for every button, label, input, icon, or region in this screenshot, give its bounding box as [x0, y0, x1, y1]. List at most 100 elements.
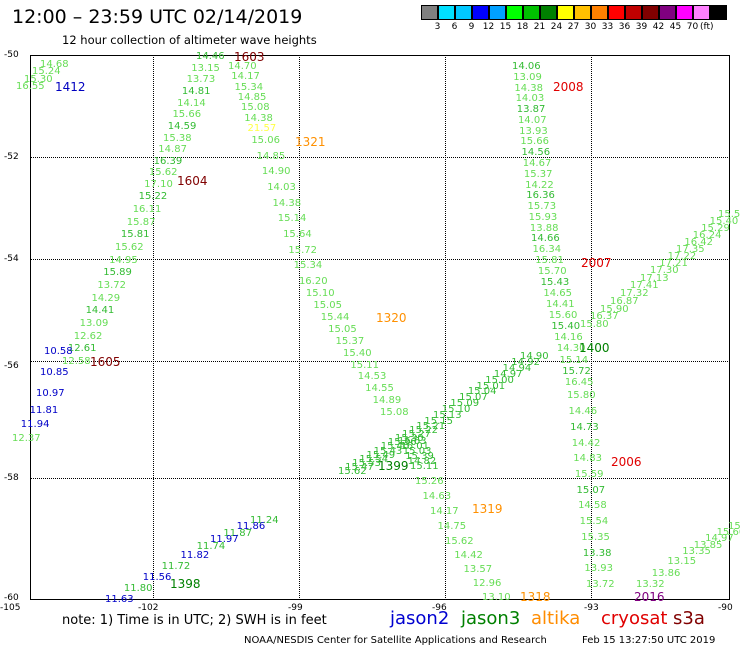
wave-height-value: 15.43 [540, 277, 570, 289]
pass-label: 1398 [170, 577, 201, 591]
legend-unit: (ft) [700, 22, 714, 32]
legend-swatch [659, 5, 676, 20]
grid-line-vertical [299, 55, 300, 600]
wave-height-value: 13.88 [529, 222, 559, 234]
wave-height-value: 14.85 [256, 150, 286, 162]
grid-line-vertical [153, 55, 154, 600]
legend-label: 9 [468, 22, 475, 32]
legend-swatch [421, 5, 438, 20]
wave-height-value: 11.81 [29, 405, 59, 416]
wave-height-value: 14.30 [556, 343, 586, 355]
legend-label: 18 [516, 22, 529, 32]
wave-height-value: 10.85 [40, 366, 69, 378]
wave-height-value: 15.40 [342, 347, 372, 359]
wave-height-value: 14.42 [454, 550, 483, 561]
wave-height-value: 13.15 [667, 556, 697, 568]
wave-height-value: 14.07 [517, 114, 547, 126]
wave-height-value: 15.13 [433, 410, 462, 422]
wave-height-value: 15.22 [409, 425, 438, 437]
wave-height-value: 15.36 [387, 437, 417, 449]
wave-height-value: 16.36 [526, 190, 555, 202]
wave-height-value: 13.72 [586, 579, 615, 590]
wave-height-value: 14.97 [705, 533, 734, 545]
legend-swatch [438, 5, 455, 20]
legend-label: 36 [618, 22, 631, 32]
wave-height-value: 14.68 [40, 59, 69, 70]
wave-height-value: 14.95 [109, 254, 138, 266]
wave-height-value: 14.66 [531, 233, 560, 245]
wave-height-value: 15.59 [574, 469, 604, 480]
pass-label: 2007 [581, 256, 612, 270]
wave-height-value: 15.5 [718, 209, 740, 220]
wave-height-value: 15.87 [126, 216, 156, 228]
wave-height-value: 12.61 [67, 343, 97, 355]
wave-height-value: 13.09 [79, 318, 109, 330]
pass-label: 2008 [553, 80, 584, 94]
pass-label: 1604 [177, 174, 208, 188]
wave-height-value: 15.81 [535, 255, 564, 267]
legend-swatch [676, 5, 693, 20]
wave-height-value: 14.63 [422, 491, 452, 502]
wave-height-value: 15.66 [728, 521, 740, 532]
wave-height-value: 13.73 [186, 74, 216, 86]
wave-height-value: 15.37 [523, 168, 553, 180]
wave-height-value: 14.16 [554, 332, 583, 344]
wave-height-value: 15.47 [345, 461, 374, 473]
legend-label: 15 [499, 22, 512, 32]
wave-height-value: 14.92 [511, 356, 540, 368]
wave-height-value: 16.42 [684, 236, 714, 248]
wave-height-value: 14.65 [543, 288, 572, 300]
legend-swatch [506, 5, 523, 20]
wave-height-value: 15.14 [277, 213, 307, 225]
page-subtitle: 12 hour collection of altimeter wave hei… [62, 33, 317, 47]
wave-height-value: 14.59 [167, 120, 197, 132]
grid-line-horizontal [30, 361, 730, 362]
wave-height-value: 13.57 [463, 564, 493, 575]
legend-swatch [455, 5, 472, 20]
wave-height-value: 11.82 [180, 549, 210, 561]
legend-label: 24 [550, 22, 563, 32]
wave-height-value: 16.20 [298, 275, 328, 287]
wave-height-value: 15.06 [251, 134, 280, 146]
legend-swatch [557, 5, 574, 20]
pass-label: 1320 [376, 311, 407, 325]
wave-height-value: 15.09 [450, 398, 480, 410]
wave-height-value: 14.03 [267, 181, 296, 193]
wave-height-value: 16.37 [590, 311, 619, 323]
wave-height-value: 13.10 [482, 592, 511, 603]
wave-height-value: 13.35 [682, 545, 711, 557]
wave-height-value: 14.14 [177, 97, 206, 109]
wave-height-value: 14.81 [181, 85, 211, 97]
legend-swatch [710, 5, 727, 20]
wave-height-value: 15.29 [701, 222, 730, 234]
legend-label: 70 [686, 22, 699, 32]
wave-height-value: 15.27 [402, 429, 431, 441]
wave-height-value: 15.04 [467, 386, 497, 398]
wave-height-value: 21.57 [247, 123, 277, 135]
wave-height-value: 15.22 [138, 191, 168, 203]
wave-height-value: 11.72 [161, 560, 191, 572]
wave-height-value: 15.39 [405, 451, 434, 462]
pass-label: 1412 [55, 80, 86, 94]
credit-line: NOAA/NESDIS Center for Satellite Applica… [244, 635, 547, 646]
wave-height-value: 15.72 [562, 365, 591, 377]
satellite-name: jason2 [390, 608, 450, 629]
wave-height-value: 15.43 [373, 445, 403, 457]
wave-height-value: 13.87 [516, 104, 546, 116]
wave-height-value: 14.46 [196, 51, 225, 62]
wave-height-value: 12.37 [12, 433, 41, 444]
longitude-label: -105 [0, 603, 21, 613]
wave-height-value: 15.62 [148, 167, 178, 179]
wave-height-value: 15.34 [234, 81, 264, 93]
wave-height-value: 15.81 [120, 229, 150, 241]
wave-height-value: 12.96 [472, 578, 502, 589]
wave-height-value: 11.80 [123, 582, 153, 594]
wave-height-value: 17.22 [667, 250, 697, 262]
wave-height-value: 14.41 [546, 299, 575, 311]
legend-label: 33 [601, 22, 614, 32]
wave-height-value: 14.87 [158, 144, 187, 156]
longitude-label: -90 [718, 603, 733, 613]
wave-height-value: 13.85 [693, 539, 723, 551]
wave-height-value: 15.34 [293, 260, 323, 272]
wave-height-value: 15.08 [380, 407, 409, 418]
